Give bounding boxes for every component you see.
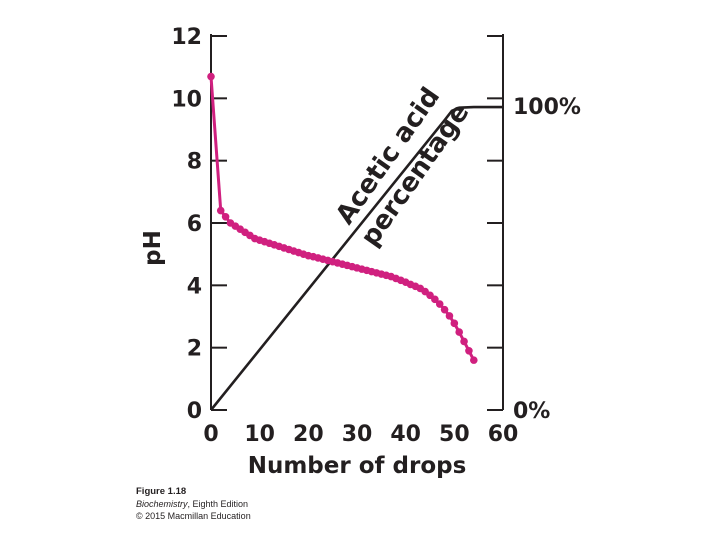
ph-point	[465, 346, 473, 355]
ph-point	[221, 212, 230, 221]
x-tick-label: 30	[342, 422, 373, 447]
x-tick-label: 50	[439, 422, 470, 447]
ph-point	[470, 356, 478, 364]
x-tick-label: 40	[390, 422, 421, 447]
ph-point	[435, 300, 444, 308]
ph-point	[207, 72, 215, 81]
ph-point	[216, 206, 225, 215]
y-tick-label: 4	[187, 274, 202, 299]
x-tick-label: 0	[203, 422, 218, 447]
right-axis-label-100: 100%	[513, 95, 581, 120]
x-tick-label: 10	[244, 422, 275, 447]
x-tick-label: 60	[488, 422, 519, 447]
y-tick-label: 0	[187, 399, 202, 424]
figure-caption-book: Biochemistry, Eighth Edition	[136, 499, 248, 509]
ph-point	[455, 328, 464, 336]
y-tick-label: 2	[187, 337, 202, 362]
x-axis-title: Number of drops	[248, 453, 467, 479]
ph-dots-layer	[207, 72, 478, 364]
right-axis-label-0: 0%	[513, 399, 550, 424]
y-tick-label: 10	[171, 87, 202, 112]
ph-point	[440, 305, 449, 314]
ph-point	[445, 312, 454, 320]
x-tick-label: 20	[293, 422, 324, 447]
figure-caption-title: Figure 1.18	[136, 486, 187, 497]
ph-point	[431, 295, 439, 304]
y-axis-title: pH	[140, 230, 166, 266]
percentage-line	[209, 105, 503, 411]
axes-layer: 0 2 4 6 8 10 12 0 10 20 30 40 50 600% 100%	[171, 25, 581, 447]
book-title: Biochemistry	[136, 499, 188, 509]
percentage-line-layer	[209, 105, 503, 411]
book-edition: , Eighth Edition	[187, 499, 249, 509]
y-tick-label: 12	[171, 25, 202, 50]
y-tick-label: 6	[187, 212, 202, 237]
figure-caption-copyright: © 2015 Macmillan Education	[136, 511, 251, 521]
ph-point	[450, 319, 459, 328]
ph-point	[460, 337, 468, 346]
y-tick-label: 8	[187, 150, 202, 175]
